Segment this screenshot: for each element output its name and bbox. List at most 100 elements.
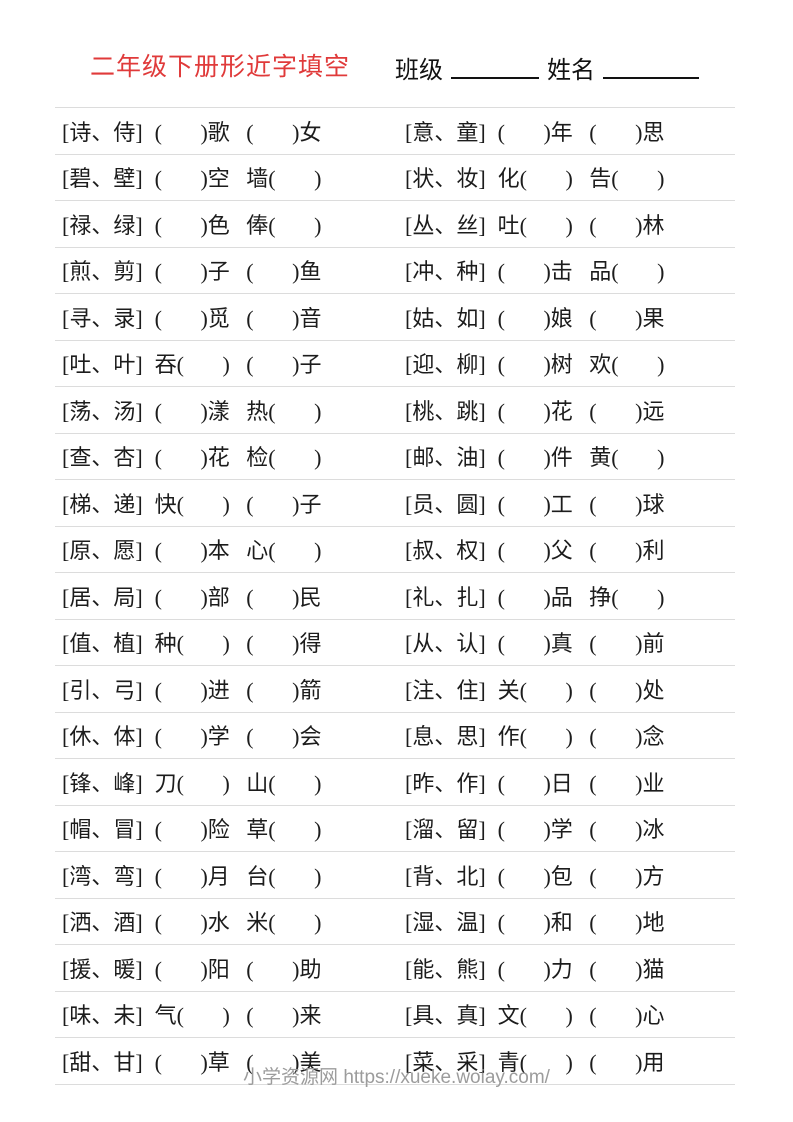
footer-watermark: 小学资源网 https://xueke.woiay.com/ [243,1067,550,1088]
fill-in-blanks: ( )觅 ( )音 [154,305,322,331]
fill-in-blanks: ( )击 品( ) [497,259,665,285]
option-pair: [迎、柳] [405,352,486,378]
option-pair: [冲、种] [405,259,486,285]
class-blank-line [451,76,539,79]
exercise-item-left: [吐、叶] 吞( ) ( )子 [55,347,405,379]
option-pair: [湾、弯] [62,863,143,889]
fill-in-blanks: ( )包 ( )方 [497,863,665,889]
fill-in-blanks: 关( ) ( )处 [497,677,665,703]
fill-in-blanks: ( )歌 ( )女 [154,119,322,145]
exercise-item-right: [丛、丝] 吐( ) ( )林 [405,208,735,240]
exercise-item-right: [从、认] ( )真 ( )前 [405,626,735,658]
exercise-item-right: [员、圆] ( )工 ( )球 [405,487,735,519]
fill-in-blanks: ( )父 ( )利 [497,538,665,564]
fill-in-blanks: ( )阳 ( )助 [154,956,322,982]
fill-in-blanks: ( )娘 ( )果 [497,305,665,331]
option-pair: [味、未] [62,1003,143,1029]
fill-in-blanks: ( )子 ( )鱼 [154,259,322,285]
fill-in-blanks: 气( ) ( )来 [154,1003,322,1029]
fill-in-blanks: ( )日 ( )业 [497,770,665,796]
fill-in-blanks: ( )力 ( )猫 [497,956,665,982]
option-pair: [煎、剪] [62,259,143,285]
exercise-row: [碧、壁] ( )空 墙( ) [状、妆] 化( ) 告( ) [55,155,735,201]
exercise-item-right: [溜、留] ( )学 ( )冰 [405,812,735,844]
fill-in-blanks: ( )空 墙( ) [154,166,322,192]
exercise-row: [援、暖] ( )阳 ( )助 [能、熊] ( )力 ( )猫 [55,945,735,992]
exercise-item-left: [原、愿] ( )本 心( ) [55,533,405,565]
option-pair: [桃、跳] [405,398,486,424]
fill-in-blanks: ( )树 欢( ) [497,352,665,378]
fill-in-blanks: 青( ) ( )用 [497,1049,665,1075]
option-pair: [注、住] [405,677,486,703]
option-pair: [查、杏] [62,445,143,471]
exercise-row: [锋、峰] 刀( ) 山( ) [昨、作] ( )日 ( )业 [55,759,735,806]
option-pair: [寻、录] [62,305,143,331]
exercise-item-right: [桃、跳] ( )花 ( )远 [405,394,735,426]
option-pair: [礼、扎] [405,584,486,610]
exercise-item-right: [具、真] 文( ) ( )心 [405,998,735,1030]
exercise-item-right: [息、思] 作( ) ( )念 [405,719,735,751]
option-pair: [禄、绿] [62,212,143,238]
exercise-item-right: [邮、油] ( )件 黄( ) [405,440,735,472]
exercise-item-right: [能、熊] ( )力 ( )猫 [405,952,735,984]
option-pair: [吐、叶] [62,352,143,378]
exercise-row: [值、植] 种( ) ( )得 [从、认] ( )真 ( )前 [55,620,735,666]
exercise-row: [荡、汤] ( )漾 热( ) [桃、跳] ( )花 ( )远 [55,387,735,434]
fill-in-blanks: 快( ) ( )子 [154,491,322,517]
fill-in-blanks: 作( ) ( )念 [497,724,665,750]
fill-in-blanks: 文( ) ( )心 [497,1003,665,1029]
exercise-item-right: [菜、采] 青( ) ( )用 [405,1045,735,1077]
option-pair: [援、暖] [62,956,143,982]
option-pair: [能、熊] [405,956,486,982]
option-pair: [邮、油] [405,445,486,471]
fill-in-blanks: ( )水 米( ) [154,910,322,936]
fill-in-blanks: 化( ) 告( ) [497,166,665,192]
exercise-item-left: [甜、甘] ( )草 ( )美 [55,1045,405,1077]
option-pair: [荡、汤] [62,398,143,424]
fill-in-blanks: ( )进 ( )箭 [154,677,322,703]
fill-in-blanks: ( )学 ( )会 [154,724,322,750]
option-pair: [从、认] [405,631,486,657]
option-pair: [湿、温] [405,910,486,936]
exercise-item-left: [煎、剪] ( )子 ( )鱼 [55,254,405,286]
exercise-item-right: [湿、温] ( )和 ( )地 [405,905,735,937]
fill-in-blanks: ( )色 俸( ) [154,212,322,238]
option-pair: [引、弓] [62,677,143,703]
option-pair: [梯、递] [62,491,143,517]
exercise-item-left: [寻、录] ( )觅 ( )音 [55,301,405,333]
fill-in-blanks: 吐( ) ( )林 [497,212,665,238]
option-pair: [休、体] [62,724,143,750]
exercise-item-right: [礼、扎] ( )品 挣( ) [405,580,735,612]
exercise-item-left: [休、体] ( )学 ( )会 [55,719,405,751]
option-pair: [居、局] [62,584,143,610]
exercise-item-right: [意、童] ( )年 ( )思 [405,115,735,147]
exercise-item-right: [背、北] ( )包 ( )方 [405,859,735,891]
option-pair: [意、童] [405,119,486,145]
option-pair: [菜、采] [405,1049,486,1075]
option-pair: [叔、权] [405,538,486,564]
option-pair: [锋、峰] [62,770,143,796]
option-pair: [洒、酒] [62,910,143,936]
exercise-row: [禄、绿] ( )色 俸( ) [丛、丝] 吐( ) ( )林 [55,201,735,248]
fill-in-blanks: ( )工 ( )球 [497,491,665,517]
option-pair: [碧、壁] [62,166,143,192]
option-pair: [原、愿] [62,538,143,564]
exercise-row: [味、未] 气( ) ( )来 [具、真] 文( ) ( )心 [55,992,735,1038]
fill-in-blanks: ( )学 ( )冰 [497,817,665,843]
exercise-row: [引、弓] ( )进 ( )箭 [注、住] 关( ) ( )处 [55,666,735,713]
exercise-item-left: [禄、绿] ( )色 俸( ) [55,208,405,240]
student-info-fields: 班级 姓名 [395,50,699,85]
exercise-item-left: [梯、递] 快( ) ( )子 [55,487,405,519]
exercise-row: [洒、酒] ( )水 米( ) [湿、温] ( )和 ( )地 [55,899,735,945]
exercise-row: [梯、递] 快( ) ( )子 [员、圆] ( )工 ( )球 [55,480,735,527]
exercise-item-left: [味、未] 气( ) ( )来 [55,998,405,1030]
page-title: 二年级下册形近字填空 [90,54,351,81]
option-pair: [丛、丝] [405,212,486,238]
exercise-item-right: [姑、如] ( )娘 ( )果 [405,301,735,333]
exercise-item-left: [帽、冒] ( )险 草( ) [55,812,405,844]
fill-in-blanks: 吞( ) ( )子 [154,352,322,378]
exercise-row: [湾、弯] ( )月 台( ) [背、北] ( )包 ( )方 [55,852,735,899]
option-pair: [姑、如] [405,305,486,331]
fill-in-blanks: ( )品 挣( ) [497,584,665,610]
fill-in-blanks: ( )花 ( )远 [497,398,665,424]
